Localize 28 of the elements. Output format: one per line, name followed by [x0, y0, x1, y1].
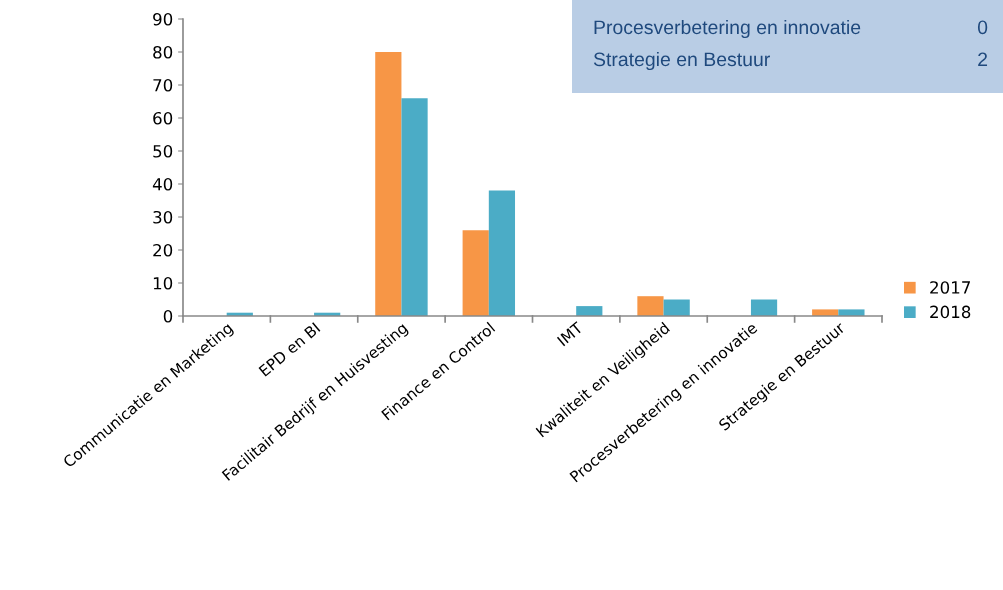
bar: [838, 309, 865, 316]
y-tick-label: 10: [153, 276, 173, 290]
y-tick-label: 60: [153, 111, 173, 125]
bar: [401, 98, 428, 316]
text: 2: [978, 52, 988, 67]
y-tick-label: 20: [153, 243, 173, 257]
bar: [488, 190, 516, 316]
y-tick-label: 70: [153, 78, 173, 92]
annotation: Strategie en Bestuur: [593, 51, 770, 71]
bar: [375, 52, 402, 316]
bar: [637, 296, 664, 316]
y-tick-label: 40: [152, 177, 173, 191]
y-tick-label: 0: [163, 309, 173, 323]
y-tick-label: 90: [153, 12, 173, 26]
legend-label: 2017: [930, 281, 970, 294]
y-tick-label: 80: [153, 45, 173, 59]
bar: [462, 230, 489, 316]
bar: [750, 299, 778, 316]
bar: [812, 309, 839, 316]
x-tick-label: EPD en BI: [258, 322, 321, 377]
legend-label: 2018: [930, 305, 971, 319]
bar: [576, 306, 603, 316]
x-tick-label: IMT: [556, 321, 584, 347]
text: 0: [977, 20, 988, 35]
y-tick-label: 50: [153, 144, 173, 158]
bar: [663, 299, 690, 316]
annotation: Procesverbetering en innovatie: [594, 19, 861, 39]
y-tick-label: 30: [153, 210, 173, 224]
